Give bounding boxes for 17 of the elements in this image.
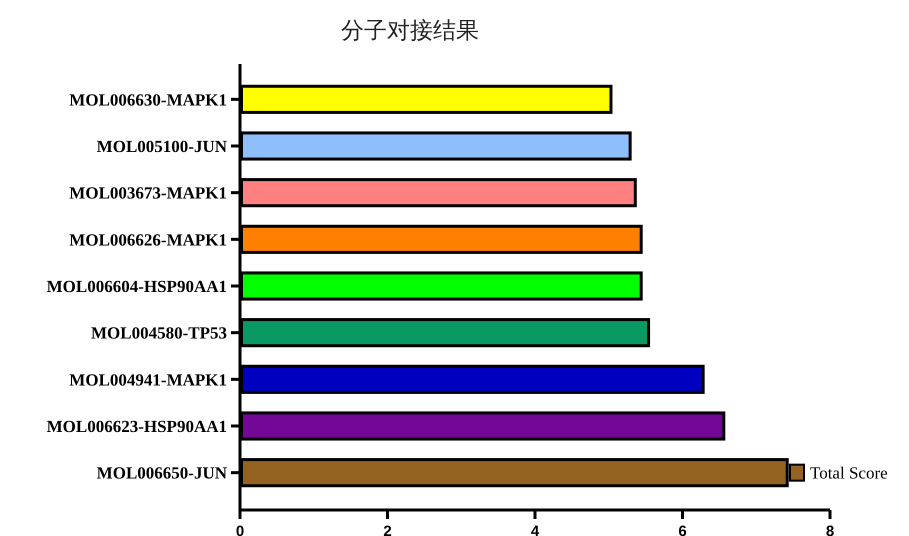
chart-title: 分子对接结果: [341, 18, 479, 43]
y-tick-label: MOL005100-JUN: [96, 137, 228, 156]
y-tick-label: MOL006604-HSP90AA1: [46, 277, 227, 296]
y-tick-label: MOL006623-HSP90AA1: [46, 417, 227, 436]
x-tick-label: 6: [678, 523, 687, 536]
y-tick-label: MOL006650-JUN: [96, 464, 228, 483]
x-tick-label: 4: [530, 523, 540, 536]
x-tick-label: 8: [826, 523, 834, 536]
y-tick-label: MOL006626-MAPK1: [69, 230, 227, 250]
legend-label: Total Score: [810, 464, 888, 483]
legend: Total Score: [789, 464, 888, 483]
y-tick-label: MOL004580-TP53: [91, 324, 227, 343]
x-tick-label: 2: [383, 523, 392, 536]
x-tick-label: 0: [236, 523, 244, 536]
y-tick-label: MOL003673-MAPK1: [69, 184, 227, 203]
y-tick-label: MOL004941-MAPK1: [69, 370, 227, 390]
y-tick-label: MOL006630-MAPK1: [69, 90, 227, 110]
